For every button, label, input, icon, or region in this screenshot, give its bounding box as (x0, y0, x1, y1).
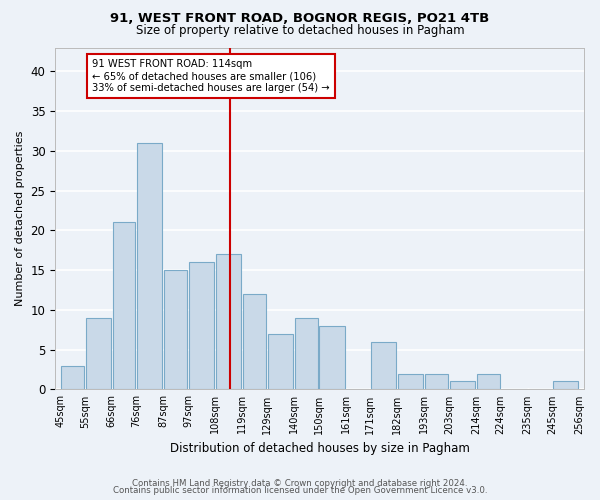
Text: Size of property relative to detached houses in Pagham: Size of property relative to detached ho… (136, 24, 464, 37)
Bar (371, 342, 396, 390)
Bar (164, 270, 187, 390)
Bar (477, 374, 500, 390)
Text: 91 WEST FRONT ROAD: 114sqm
← 65% of detached houses are smaller (106)
33% of sem: 91 WEST FRONT ROAD: 114sqm ← 65% of deta… (92, 60, 329, 92)
Bar (189, 262, 214, 390)
Bar (553, 382, 578, 390)
Bar (268, 334, 293, 390)
Bar (216, 254, 241, 390)
Bar (450, 382, 475, 390)
Bar (137, 143, 163, 390)
Bar (295, 318, 317, 390)
Bar (243, 294, 266, 390)
Text: Contains public sector information licensed under the Open Government Licence v3: Contains public sector information licen… (113, 486, 487, 495)
Text: Contains HM Land Registry data © Crown copyright and database right 2024.: Contains HM Land Registry data © Crown c… (132, 478, 468, 488)
Bar (86, 318, 111, 390)
Bar (425, 374, 448, 390)
X-axis label: Distribution of detached houses by size in Pagham: Distribution of detached houses by size … (170, 442, 470, 455)
Text: 91, WEST FRONT ROAD, BOGNOR REGIS, PO21 4TB: 91, WEST FRONT ROAD, BOGNOR REGIS, PO21 … (110, 12, 490, 26)
Bar (61, 366, 84, 390)
Bar (113, 222, 136, 390)
Y-axis label: Number of detached properties: Number of detached properties (15, 131, 25, 306)
Bar (398, 374, 424, 390)
Bar (319, 326, 344, 390)
